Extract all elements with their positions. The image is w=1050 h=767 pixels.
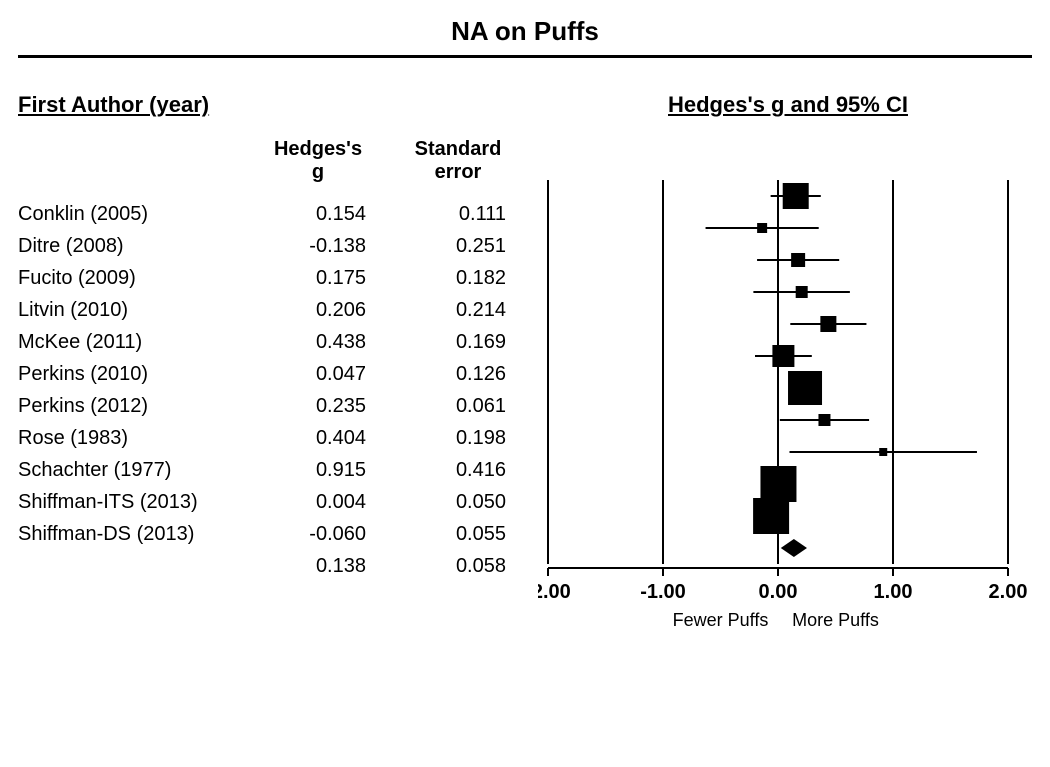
svg-text:0.00: 0.00 [759, 581, 798, 603]
se-cell: 0.126 [388, 363, 528, 386]
se-cell: 0.169 [388, 331, 528, 354]
se-cell: 0.061 [388, 395, 528, 418]
author-cell: Perkins (2012) [18, 395, 248, 418]
subheader-blank [18, 138, 248, 184]
g-cell: 0.047 [248, 363, 388, 386]
table-row: Fucito (2009)0.1750.182 [18, 262, 538, 294]
svg-text:Fewer Puffs: Fewer Puffs [673, 610, 769, 630]
g-cell: 0.154 [248, 203, 388, 226]
author-cell: McKee (2011) [18, 331, 248, 354]
g-cell: 0.206 [248, 299, 388, 322]
title-rule [18, 55, 1032, 58]
table-row: McKee (2011)0.4380.169 [18, 326, 538, 358]
se-cell: 0.111 [388, 203, 528, 226]
right-header: Hedges's g and 95% CI [538, 92, 1038, 118]
author-cell: Rose (1983) [18, 427, 248, 450]
col-se-line2: error [435, 161, 482, 183]
svg-text:-2.00: -2.00 [538, 581, 571, 603]
g-cell: 0.915 [248, 459, 388, 482]
summary-row: 0.1380.058 [18, 550, 538, 582]
plot-title: NA on Puffs [18, 10, 1032, 55]
col-g-line1: Hedges's [274, 138, 362, 160]
table-row: Shiffman-DS (2013)-0.0600.055 [18, 518, 538, 550]
svg-text:-1.00: -1.00 [640, 581, 686, 603]
g-cell: -0.138 [248, 235, 388, 258]
author-cell: Litvin (2010) [18, 299, 248, 322]
subheader-row: Hedges's g Standard error [18, 138, 538, 184]
col-header-g: Hedges's g [248, 138, 388, 184]
table-row: Conklin (2005)0.1540.111 [18, 198, 538, 230]
author-cell: Ditre (2008) [18, 235, 248, 258]
table-row: Litvin (2010)0.2060.214 [18, 294, 538, 326]
g-cell: 0.175 [248, 267, 388, 290]
forest-plot-page: NA on Puffs First Author (year) Hedges's… [0, 0, 1050, 767]
author-cell: Conklin (2005) [18, 203, 248, 226]
g-cell: 0.438 [248, 331, 388, 354]
forest-plot-svg: -2.00 -1.00 0.00 1.00 2.00 Fewer Puffs More Pu… [538, 180, 1038, 634]
author-cell: Perkins (2010) [18, 363, 248, 386]
g-cell: 0.404 [248, 427, 388, 450]
col-se-line1: Standard [415, 138, 502, 160]
summary-se: 0.058 [388, 555, 528, 578]
se-cell: 0.055 [388, 523, 528, 546]
table-row: Ditre (2008)-0.1380.251 [18, 230, 538, 262]
left-header: First Author (year) [18, 92, 538, 118]
table-row: Schachter (1977)0.9150.416 [18, 454, 538, 486]
se-cell: 0.182 [388, 267, 528, 290]
g-cell: 0.004 [248, 491, 388, 514]
svg-text:More Puffs: More Puffs [792, 610, 879, 630]
table-row: Rose (1983)0.4040.198 [18, 422, 538, 454]
se-cell: 0.214 [388, 299, 528, 322]
g-cell: -0.060 [248, 523, 388, 546]
se-cell: 0.198 [388, 427, 528, 450]
plot-wrap: -2.00 -1.00 0.00 1.00 2.00 Fewer Puffs More Pu… [538, 180, 1038, 634]
data-rows: Conklin (2005)0.1540.111Ditre (2008)-0.1… [18, 198, 538, 582]
svg-text:2.00: 2.00 [989, 581, 1028, 603]
table-row: Perkins (2010)0.0470.126 [18, 358, 538, 390]
col-g-line2: g [312, 161, 324, 183]
se-cell: 0.050 [388, 491, 528, 514]
summary-g: 0.138 [248, 555, 388, 578]
author-cell: Shiffman-ITS (2013) [18, 491, 248, 514]
left-column: First Author (year) Hedges's g Standard … [18, 92, 538, 582]
col-header-se: Standard error [388, 138, 528, 184]
table-row: Shiffman-ITS (2013)0.0040.050 [18, 486, 538, 518]
se-cell: 0.416 [388, 459, 528, 482]
author-cell: Schachter (1977) [18, 459, 248, 482]
se-cell: 0.251 [388, 235, 528, 258]
right-column: Hedges's g and 95% CI -2.00 -1.00 0.00 1.00… [538, 92, 1038, 634]
author-cell: Shiffman-DS (2013) [18, 523, 248, 546]
table-row: Perkins (2012)0.2350.061 [18, 390, 538, 422]
author-cell: Fucito (2009) [18, 267, 248, 290]
svg-text:1.00: 1.00 [874, 581, 913, 603]
content-columns: First Author (year) Hedges's g Standard … [18, 92, 1032, 634]
g-cell: 0.235 [248, 395, 388, 418]
